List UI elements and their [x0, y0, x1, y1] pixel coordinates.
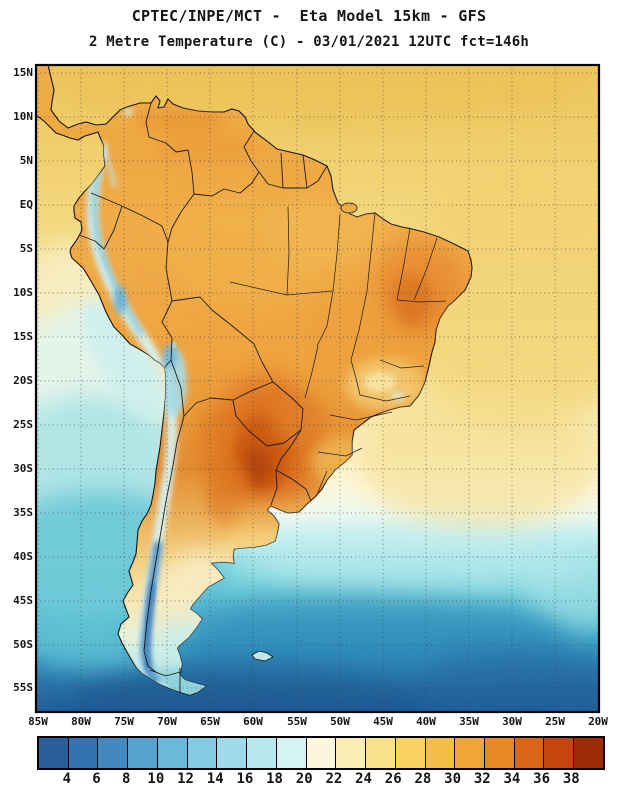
- lat-label: 40S: [13, 550, 33, 563]
- lon-label: 60W: [243, 715, 263, 728]
- marajo-island: [340, 202, 358, 214]
- colorbar-tick: 28: [414, 771, 432, 787]
- lat-label: 45S: [13, 594, 33, 607]
- colorbar-segment: [306, 738, 337, 768]
- lat-label: 25S: [13, 418, 33, 431]
- colorbar-segment: [276, 738, 307, 768]
- colorbar-tick: 38: [562, 771, 580, 787]
- map-title-line2: 2 Metre Temperature (C) - 03/01/2021 12U…: [88, 34, 530, 50]
- lat-label: 10N: [13, 110, 33, 123]
- lat-label: 5S: [19, 242, 33, 255]
- lat-label: 20S: [13, 374, 33, 387]
- state-borders: [229, 206, 447, 493]
- colorbar-segment: [425, 738, 456, 768]
- altiplano-cold-spots: [114, 108, 187, 416]
- lon-label: 20W: [588, 715, 608, 728]
- colorbar-tick: 8: [121, 771, 131, 787]
- colorbar-segment: [395, 738, 426, 768]
- colorbar-tick: 14: [206, 771, 224, 787]
- lon-label: 30W: [502, 715, 522, 728]
- colorbar-tick: 26: [384, 771, 402, 787]
- colorbar-segment: [128, 738, 158, 768]
- lon-label: 25W: [545, 715, 565, 728]
- colorbar-tick-labels: 4 6 8 10 12 14 16 18 20 22 24 26 28 30 3…: [52, 771, 586, 787]
- map-title-line1: CPTEC/INPE/MCT - Eta Model 15km - GFS: [131, 7, 487, 25]
- colorbar-tick: 24: [355, 771, 372, 787]
- lon-label: 85W: [28, 715, 48, 728]
- colorbar-segment: [544, 738, 575, 768]
- lon-label: 35W: [459, 715, 479, 728]
- colorbar-segment: [39, 738, 69, 768]
- colorbar: [37, 736, 605, 770]
- colorbar-segment: [217, 738, 248, 768]
- colorbar-tick: 34: [503, 771, 521, 787]
- lon-label: 40W: [416, 715, 436, 728]
- colorbar-tick: 22: [325, 771, 343, 787]
- colorbar-tick: 20: [295, 771, 313, 787]
- colorbar-tick: 4: [62, 771, 72, 787]
- colorbar-segment: [366, 738, 396, 768]
- lon-label: 45W: [373, 715, 393, 728]
- colorbar-segment: [514, 738, 545, 768]
- map-frame: [34, 63, 601, 714]
- falkland-islands: [251, 650, 274, 662]
- lat-label: 55S: [13, 681, 33, 694]
- lon-label: 75W: [114, 715, 134, 728]
- lat-label: 5N: [19, 154, 33, 167]
- colorbar-segment: [455, 738, 486, 768]
- colorbar-tick: 30: [444, 771, 461, 787]
- lat-label: EQ: [19, 198, 33, 211]
- lon-label: 50W: [330, 715, 350, 728]
- colorbar-segment: [247, 738, 277, 768]
- lat-label: 30S: [13, 462, 33, 475]
- lon-label: 70W: [157, 715, 177, 728]
- lat-label: 15S: [13, 330, 33, 343]
- colorbar-segment: [98, 738, 129, 768]
- colorbar-segment: [574, 738, 603, 768]
- lat-label: 50S: [13, 638, 33, 651]
- colorbar-tick: 12: [177, 771, 194, 787]
- colorbar-segment: [336, 738, 367, 768]
- colorbar-segment: [187, 738, 218, 768]
- colorbar-tick: 18: [266, 771, 283, 787]
- lat-label: 10S: [13, 286, 33, 299]
- colorbar-tick: 36: [533, 771, 551, 787]
- lat-label: 15N: [13, 66, 33, 79]
- colorbar-segment: [485, 738, 515, 768]
- colorbar-tick: 32: [473, 771, 491, 787]
- country-borders: [78, 102, 328, 693]
- grid-lines: [36, 65, 599, 712]
- colorbar-segment: [157, 738, 188, 768]
- lon-label: 55W: [287, 715, 307, 728]
- lon-label: 65W: [200, 715, 220, 728]
- lon-label: 80W: [71, 715, 91, 728]
- colorbar-tick: 16: [236, 771, 254, 787]
- colorbar-segment: [68, 738, 99, 768]
- colorbar-tick: 6: [92, 771, 101, 787]
- colorbar-tick: 10: [147, 771, 165, 787]
- lat-label: 35S: [13, 506, 33, 519]
